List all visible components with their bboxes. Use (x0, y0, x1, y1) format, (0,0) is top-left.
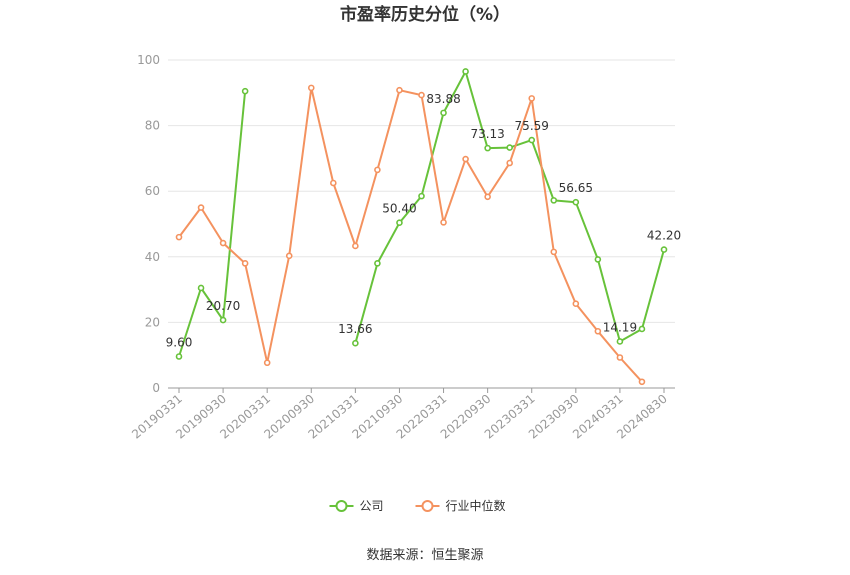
data-point (352, 339, 359, 347)
data-point (285, 252, 293, 260)
data-point (396, 86, 403, 94)
data-point (506, 159, 513, 167)
data-point (374, 166, 381, 174)
data-label: 9.60 (166, 336, 193, 350)
data-point (462, 155, 469, 163)
data-point (241, 87, 249, 95)
y-tick-label: 60 (145, 184, 160, 198)
data-label: 50.40 (382, 202, 416, 216)
data-point (638, 325, 646, 333)
series-line-1 (178, 86, 643, 383)
data-point (550, 197, 558, 204)
legend[interactable]: 公司 行业中位数 (329, 498, 506, 513)
data-label: 73.13 (470, 127, 504, 141)
data-point (175, 353, 183, 360)
y-tick-label: 40 (145, 250, 160, 264)
y-tick-label: 20 (145, 315, 160, 329)
legend-item-0[interactable]: 公司 (329, 499, 384, 513)
data-point (219, 239, 227, 247)
legend-label: 公司 (360, 499, 384, 513)
y-tick-label: 100 (137, 53, 160, 67)
data-label: 42.20 (647, 229, 681, 243)
data-point (572, 198, 580, 206)
data-point (660, 246, 668, 253)
series-layer (175, 68, 668, 386)
data-point (528, 136, 536, 144)
data-labels: 9.60 20.70 13.66 50.40 83.88 73.13 75.59 56.65 1… (166, 92, 682, 350)
y-tick-label: 80 (145, 119, 160, 133)
data-point (550, 248, 558, 256)
data-point (374, 260, 381, 267)
data-point (594, 327, 602, 335)
data-point (219, 316, 227, 324)
data-label: 13.66 (338, 322, 372, 336)
legend-marker (421, 500, 434, 512)
data-point (572, 300, 580, 308)
data-label: 56.65 (559, 181, 593, 195)
data-point (462, 68, 469, 75)
data-label: 75.59 (515, 119, 549, 133)
data-point (197, 204, 205, 211)
data-point (594, 256, 602, 263)
series-line-0 (178, 91, 247, 357)
data-label: 20.70 (206, 299, 240, 313)
data-point (616, 338, 624, 345)
legend-label: 行业中位数 (446, 498, 506, 513)
data-point (175, 233, 183, 241)
x-axis: 2019033120190930202003312020093020210331… (129, 387, 675, 442)
data-label: 83.88 (426, 92, 460, 106)
data-point (484, 193, 491, 201)
data-point (352, 242, 359, 250)
chart-title: 市盈率历史分位（%） (340, 4, 510, 25)
data-point (241, 260, 249, 267)
data-point (484, 144, 491, 152)
legend-marker (335, 500, 348, 512)
data-point (638, 378, 646, 386)
y-axis: 0 20 40 60 80 100 (137, 53, 160, 395)
data-label: 14.19 (603, 320, 637, 334)
data-point (528, 95, 536, 102)
y-tick-label: 0 (152, 381, 160, 395)
data-point (330, 179, 337, 187)
data-point (440, 109, 447, 117)
data-point (396, 219, 403, 226)
data-point (263, 359, 271, 367)
data-point (418, 192, 425, 200)
data-point (197, 284, 205, 292)
data-point (440, 219, 447, 226)
data-point (418, 91, 425, 99)
data-point (307, 84, 315, 92)
source-text: 数据来源：恒生聚源 (366, 548, 483, 563)
legend-item-1[interactable]: 行业中位数 (415, 498, 506, 513)
data-point (506, 144, 513, 151)
data-point (616, 354, 624, 361)
